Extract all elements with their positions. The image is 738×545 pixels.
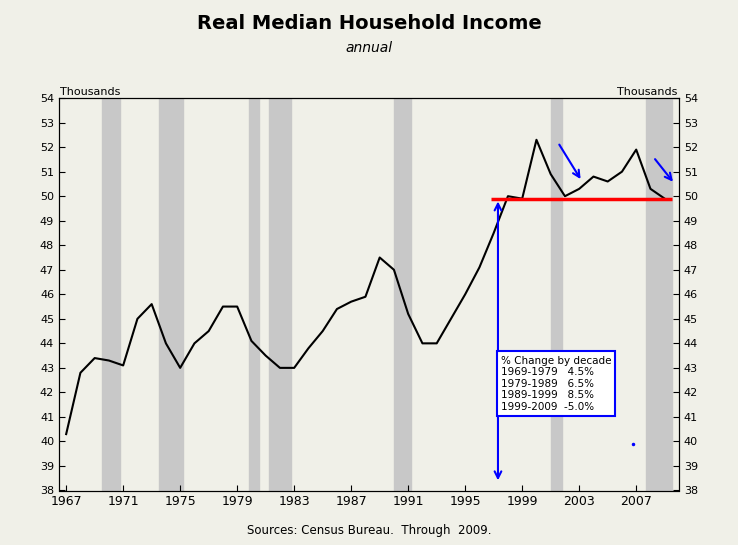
Bar	[249, 98, 258, 490]
Bar	[159, 98, 183, 490]
Bar	[646, 98, 672, 490]
Text: % Change by decade
1969-1979   4.5%
1979-1989   6.5%
1989-1999   8.5%
1999-2009 : % Change by decade 1969-1979 4.5% 1979-1…	[501, 356, 611, 412]
Text: Real Median Household Income: Real Median Household Income	[196, 14, 542, 33]
Text: Thousands: Thousands	[618, 87, 677, 97]
Text: annual: annual	[345, 40, 393, 54]
Bar	[269, 98, 292, 490]
Bar	[394, 98, 411, 490]
Text: Thousands: Thousands	[61, 87, 120, 97]
Bar	[551, 98, 562, 490]
Text: Sources: Census Bureau.  Through  2009.: Sources: Census Bureau. Through 2009.	[246, 524, 492, 537]
Bar	[102, 98, 120, 490]
